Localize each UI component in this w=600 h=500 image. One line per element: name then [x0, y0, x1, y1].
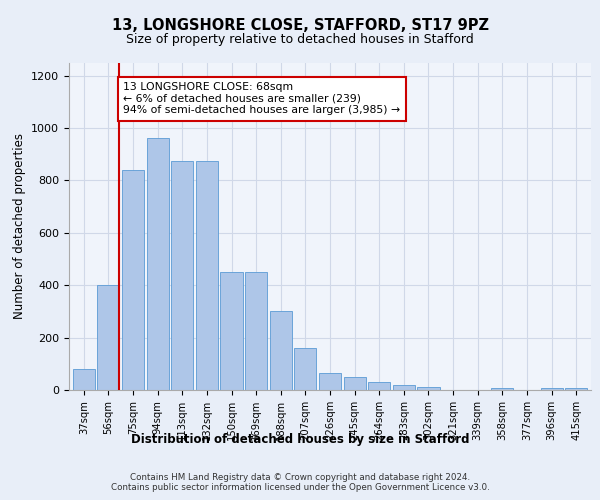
Bar — [122, 170, 144, 390]
Bar — [565, 388, 587, 390]
Bar — [220, 272, 242, 390]
Text: Size of property relative to detached houses in Stafford: Size of property relative to detached ho… — [126, 34, 474, 46]
Bar — [97, 285, 119, 390]
Y-axis label: Number of detached properties: Number of detached properties — [13, 133, 26, 320]
Text: Contains HM Land Registry data © Crown copyright and database right 2024.
Contai: Contains HM Land Registry data © Crown c… — [110, 472, 490, 492]
Bar — [368, 382, 391, 390]
Bar — [171, 161, 193, 390]
Bar — [393, 385, 415, 390]
Bar — [294, 348, 316, 390]
Bar — [491, 388, 514, 390]
Bar — [418, 388, 440, 390]
Bar — [146, 138, 169, 390]
Bar — [196, 161, 218, 390]
Text: Distribution of detached houses by size in Stafford: Distribution of detached houses by size … — [131, 432, 469, 446]
Bar — [73, 369, 95, 390]
Bar — [541, 388, 563, 390]
Bar — [319, 373, 341, 390]
Bar — [245, 272, 267, 390]
Bar — [344, 377, 366, 390]
Text: 13, LONGSHORE CLOSE, STAFFORD, ST17 9PZ: 13, LONGSHORE CLOSE, STAFFORD, ST17 9PZ — [112, 18, 488, 32]
Text: 13 LONGSHORE CLOSE: 68sqm
← 6% of detached houses are smaller (239)
94% of semi-: 13 LONGSHORE CLOSE: 68sqm ← 6% of detach… — [123, 82, 400, 116]
Bar — [269, 312, 292, 390]
